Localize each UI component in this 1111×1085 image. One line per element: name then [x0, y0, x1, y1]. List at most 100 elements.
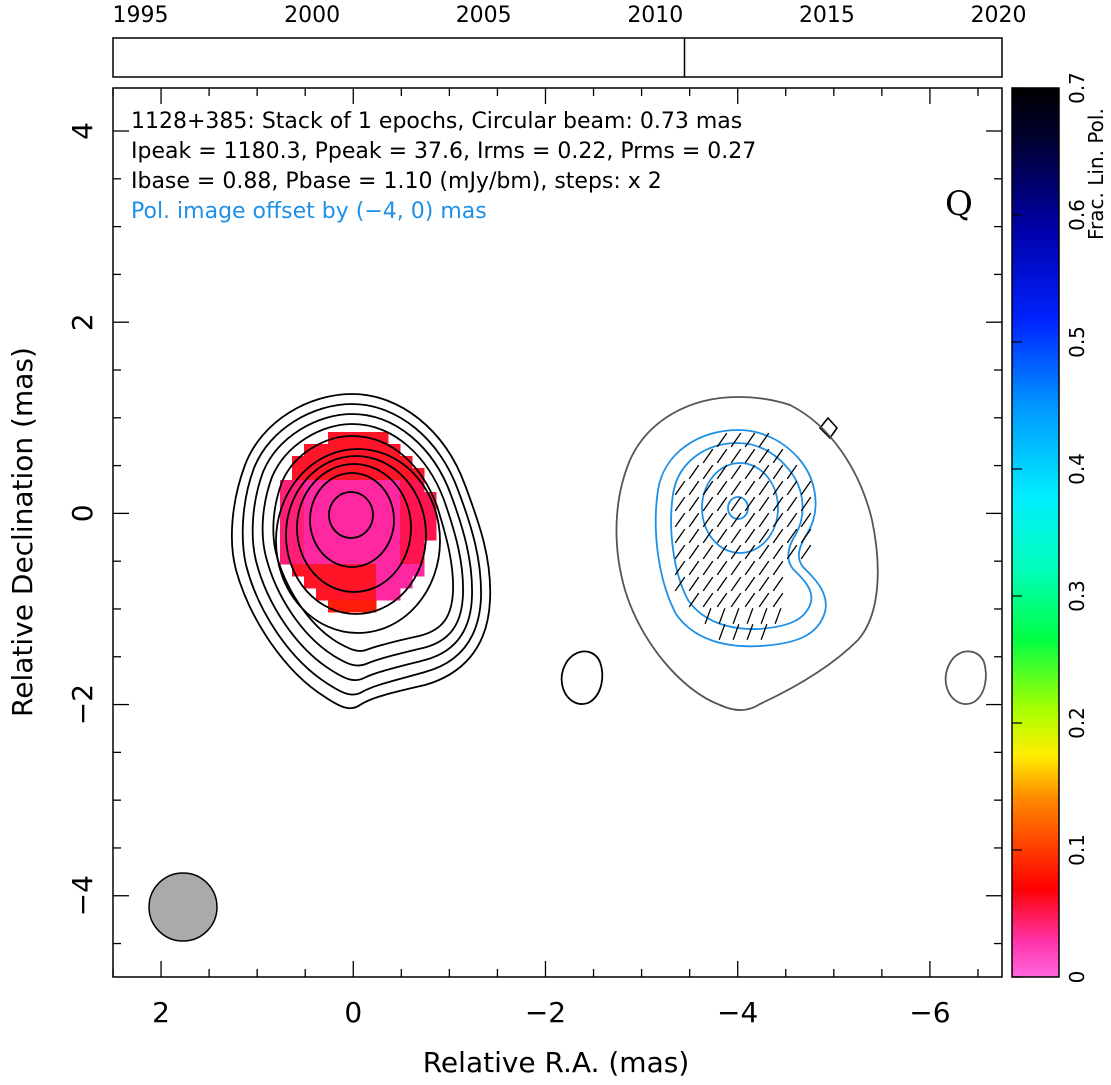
side-contour-left	[560, 650, 604, 705]
y-axis-label: Relative Declination (mas)	[6, 347, 39, 717]
evpa-tick	[772, 464, 784, 480]
evpa-tick	[730, 448, 742, 464]
pol-pixel	[376, 588, 389, 601]
evpa-tick	[674, 576, 686, 592]
pol-pixel	[376, 528, 389, 541]
evpa-tick	[730, 592, 742, 608]
evpa-tick	[746, 607, 754, 625]
pol-pixel	[352, 600, 365, 613]
polarized-intensity-contours	[654, 429, 827, 648]
evpa-tick	[718, 623, 726, 641]
evpa-tick	[786, 464, 798, 480]
pol-pixel	[400, 456, 413, 469]
evpa-tick	[744, 432, 756, 448]
i-contour-8	[296, 463, 412, 593]
pol-pixel	[388, 504, 401, 517]
pol-pixel	[388, 480, 401, 493]
p-contour-3	[701, 462, 779, 554]
y-tick-label: −4	[66, 875, 99, 916]
pol-pixel	[424, 528, 437, 541]
evpa-tick	[786, 512, 798, 528]
evpa-tick	[674, 544, 686, 560]
evpa-tick	[674, 480, 686, 496]
pol-pixel	[352, 432, 365, 445]
pol-pixel	[304, 576, 317, 589]
evpa-tick	[772, 496, 784, 512]
plot-area: 2 0 −2 −4 −6 −4 −2 0 2 4 1128+385: Stack of 1 epo…	[6, 87, 1003, 1079]
y-tick-label: 0	[66, 504, 99, 522]
x-axis-label: Relative R.A. (mas)	[423, 1046, 690, 1079]
y-tick-label: 4	[66, 122, 99, 140]
pol-pixel	[400, 528, 413, 541]
evpa-tick	[688, 512, 700, 528]
evpa-tick	[730, 544, 742, 560]
timeline-year: 1995	[112, 3, 168, 28]
evpa-tick	[732, 607, 740, 625]
evpa-tick	[772, 544, 784, 560]
evpa-tick	[730, 512, 742, 528]
pol-pixel	[292, 516, 305, 529]
info-line-1: 1128+385: Stack of 1 epochs, Circular be…	[131, 109, 742, 134]
x-tick-label: 0	[344, 996, 362, 1029]
colorbar-tick-label: 0.7	[1065, 72, 1089, 104]
evpa-tick	[758, 512, 770, 528]
evpa-tick	[716, 544, 728, 560]
pol-pixel	[292, 456, 305, 469]
evpa-tick	[704, 607, 712, 625]
pol-pixel	[364, 564, 377, 577]
evpa-tick	[772, 480, 784, 496]
x-tick-label: −6	[909, 996, 950, 1029]
evpa-tick	[758, 480, 770, 496]
colorbar-tick-label: 0.5	[1065, 326, 1089, 358]
pol-pixel	[328, 588, 341, 601]
evpa-tick	[688, 544, 700, 560]
evpa-tick	[760, 623, 768, 641]
timeline-year: 2015	[799, 3, 855, 28]
evpa-tick	[744, 592, 756, 608]
stokes-i-contours	[230, 393, 492, 710]
evpa-tick	[786, 496, 798, 512]
pol-pixel	[328, 480, 341, 493]
pol-pixel	[340, 492, 353, 505]
evpa-tick	[744, 576, 756, 592]
evpa-tick	[688, 496, 700, 512]
band-label: Q	[945, 184, 973, 224]
evpa-tick	[702, 576, 714, 592]
pol-pixel	[340, 600, 353, 613]
evpa-tick	[702, 544, 714, 560]
evpa-tick	[758, 528, 770, 544]
evpa-tick	[674, 512, 686, 528]
pol-pixel	[316, 564, 329, 577]
pol-pixel	[424, 516, 437, 529]
pol-pixel	[352, 588, 365, 601]
evpa-tick	[730, 432, 742, 448]
evpa-tick	[702, 464, 714, 480]
plot-frame	[112, 87, 1003, 978]
evpa-tick	[716, 432, 728, 448]
y-tick-label: 2	[66, 313, 99, 331]
colorbar-tick-label: 0.3	[1065, 580, 1089, 612]
evpa-tick	[744, 480, 756, 496]
evpa-tick	[702, 480, 714, 496]
evpa-tick	[702, 528, 714, 544]
evpa-tick	[774, 607, 782, 625]
info-line-4: Pol. image offset by (−4, 0) mas	[131, 199, 487, 224]
colorbar-label: Frac. Lin. Pol.	[1084, 108, 1108, 240]
evpa-tick	[800, 528, 812, 544]
p-contour-1	[654, 429, 827, 648]
evpa-tick	[716, 592, 728, 608]
pol-pixel	[292, 468, 305, 481]
evpa-tick	[744, 528, 756, 544]
pol-pixel	[316, 516, 329, 529]
pol-pixel	[304, 540, 317, 553]
x-tick-label: 2	[152, 996, 170, 1029]
evpa-tick	[758, 592, 770, 608]
colorbar-frame	[1011, 87, 1060, 978]
i-contour-7	[285, 455, 427, 615]
pol-pixel	[352, 540, 365, 553]
evpa-tick	[716, 512, 728, 528]
pol-pixel	[376, 564, 389, 577]
colorbar: 0 0.1 0.2 0.3 0.4 0.5 0.6 0.7 Frac. Lin. Pol.	[1011, 72, 1108, 983]
pol-pixel	[364, 540, 377, 553]
evpa-tick	[730, 560, 742, 576]
